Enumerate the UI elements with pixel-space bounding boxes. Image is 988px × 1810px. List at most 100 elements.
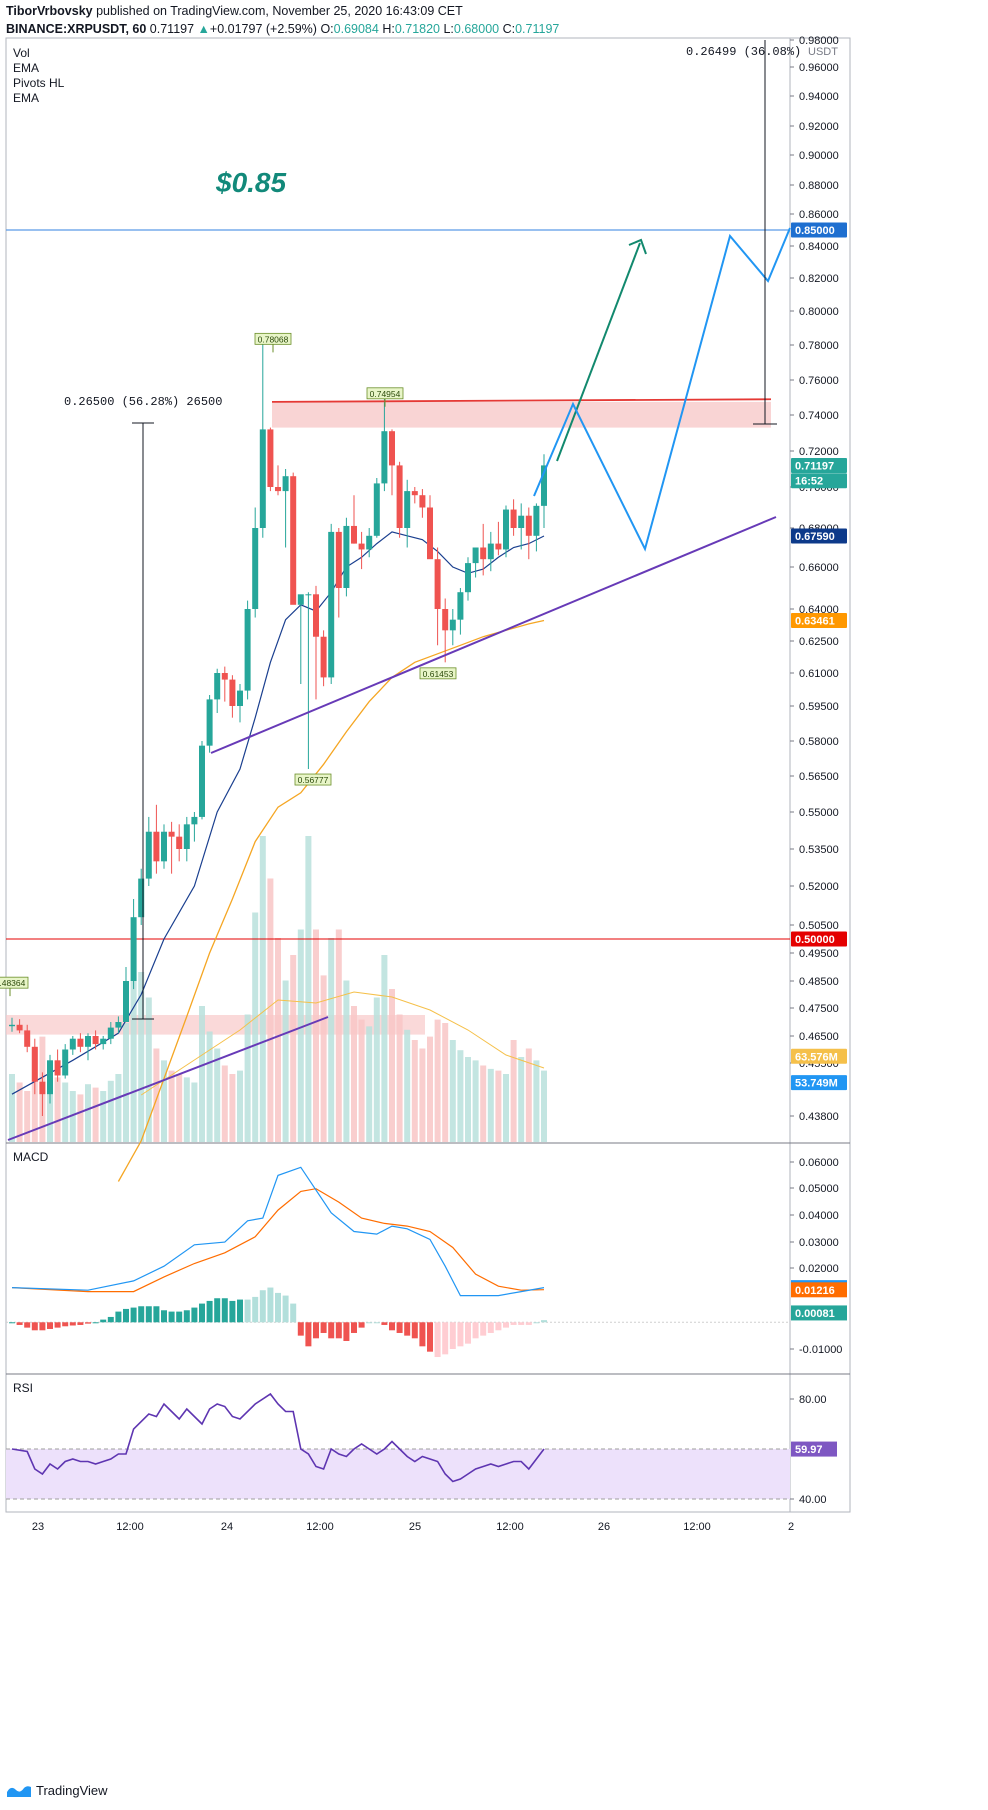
tradingview-logo-icon bbox=[7, 1786, 31, 1797]
volume-bar bbox=[381, 955, 388, 1142]
macd-histogram-bar bbox=[305, 1322, 312, 1347]
macd-histogram-bar bbox=[237, 1299, 243, 1323]
candle-body bbox=[221, 673, 228, 680]
price-axis-badge: 16:52 bbox=[791, 473, 847, 489]
price-tick-label: 0.76000 bbox=[799, 375, 839, 387]
price-tick-label: 0.62500 bbox=[799, 636, 839, 648]
support-trendline bbox=[210, 516, 777, 754]
price-tick-label: 0.72000 bbox=[799, 446, 839, 458]
candle-body bbox=[320, 636, 327, 678]
price-axis-badge-text: 0.50000 bbox=[795, 934, 835, 946]
price-tick-label: 0.90000 bbox=[799, 150, 839, 162]
macd-tick-label: 0.05000 bbox=[799, 1183, 839, 1195]
volume-bar bbox=[366, 1026, 373, 1142]
macd-histogram-bar bbox=[335, 1322, 342, 1339]
volume-bar bbox=[518, 1057, 525, 1142]
candle-body bbox=[39, 1081, 46, 1095]
macd-histogram-bar bbox=[9, 1322, 15, 1324]
macd-histogram-bar bbox=[487, 1322, 494, 1333]
low-value: 0.68000 bbox=[453, 22, 500, 36]
rsi-axis-badge bbox=[791, 1441, 837, 1457]
volume-ma-line bbox=[140, 991, 545, 1096]
macd-histogram-bar bbox=[69, 1322, 76, 1326]
candle-body bbox=[259, 429, 266, 528]
macd-histogram-bar bbox=[518, 1322, 525, 1325]
headline-price: $0.85 bbox=[215, 167, 286, 198]
volume-bar bbox=[107, 1080, 114, 1142]
volume-bar bbox=[16, 1082, 23, 1142]
pivot-label-high: 0.74954 bbox=[366, 387, 404, 407]
price-axis-badge-text: 0.85000 bbox=[795, 225, 835, 237]
candle-body bbox=[153, 831, 160, 862]
price-axis-badge: 53.749M bbox=[791, 1075, 847, 1091]
projection-blue-path bbox=[533, 227, 791, 552]
candle-body bbox=[313, 594, 319, 637]
candle-body bbox=[145, 831, 152, 879]
macd-histogram-bar bbox=[145, 1306, 152, 1323]
price-axis-badge-text: 0.67590 bbox=[795, 531, 835, 543]
volume-bar bbox=[457, 1050, 464, 1142]
macd-histogram-bar bbox=[199, 1303, 205, 1323]
candle-body bbox=[305, 594, 312, 596]
rsi-title: RSI bbox=[13, 1381, 33, 1395]
pivot-value: 0.56777 bbox=[298, 775, 329, 785]
candle-body bbox=[47, 1060, 53, 1095]
volume-bar bbox=[510, 1040, 517, 1142]
macd-histogram-bar bbox=[221, 1298, 228, 1323]
macd-histogram-bar bbox=[183, 1310, 190, 1323]
volume-bar bbox=[191, 1082, 198, 1142]
macd-histogram-bar bbox=[85, 1322, 91, 1324]
volume-bar bbox=[130, 980, 137, 1142]
macd-histogram-bar bbox=[396, 1322, 403, 1333]
macd-histogram-bar bbox=[442, 1322, 449, 1355]
rsi-line bbox=[11, 1392, 545, 1483]
candle-body bbox=[199, 745, 205, 817]
macd-histogram-bar bbox=[62, 1322, 69, 1327]
macd-histogram-bar bbox=[297, 1322, 304, 1336]
volume-bar bbox=[145, 997, 152, 1142]
price-axis-badge-text: 16:52 bbox=[795, 476, 823, 488]
macd-tick-label: 0.04000 bbox=[799, 1210, 839, 1222]
macd-histogram-bar bbox=[123, 1308, 129, 1323]
price-tick-label: 0.66000 bbox=[799, 562, 839, 574]
macd-histogram-bar bbox=[411, 1322, 418, 1339]
candle-body bbox=[381, 431, 388, 484]
candle-body bbox=[229, 679, 236, 706]
volume-bar bbox=[77, 1094, 84, 1142]
author-name[interactable]: TiborVrbovsky bbox=[6, 4, 93, 18]
candle-body bbox=[427, 507, 433, 560]
volume-bar bbox=[138, 972, 145, 1142]
candle-body bbox=[358, 543, 365, 550]
candle-body bbox=[503, 509, 509, 550]
price-change: +0.01797 (+2.59%) bbox=[209, 22, 317, 36]
volume-bar bbox=[183, 1077, 190, 1142]
price-tick-label: 0.53500 bbox=[799, 844, 839, 856]
volume-bar bbox=[85, 1084, 91, 1142]
pivot-label-high: 0.78068 bbox=[254, 332, 292, 353]
macd-histogram-bar bbox=[510, 1322, 517, 1325]
volume-bar bbox=[115, 1074, 122, 1142]
macd-tick-label: -0.01000 bbox=[799, 1344, 842, 1356]
legend-item-0: Vol bbox=[13, 46, 30, 60]
volume-bar bbox=[267, 878, 274, 1142]
symbol-label[interactable]: BINANCE:XRPUSDT, 60 bbox=[6, 22, 147, 36]
volume-bar bbox=[9, 1074, 15, 1142]
macd-histogram-bar bbox=[404, 1322, 411, 1336]
price-tick-label: 0.56500 bbox=[799, 771, 839, 783]
volume-bar bbox=[472, 1060, 479, 1142]
candle-body bbox=[442, 609, 449, 631]
rsi-band bbox=[6, 1449, 790, 1499]
candle-body bbox=[138, 878, 145, 918]
macd-histogram-bar bbox=[472, 1322, 479, 1339]
projection-arrow-icon bbox=[628, 238, 647, 255]
candle-body bbox=[123, 981, 129, 1022]
rsi-tick-label: 40.00 bbox=[799, 1494, 827, 1506]
volume-bar bbox=[153, 1048, 160, 1142]
macd-histogram-bar bbox=[381, 1322, 388, 1325]
candle-body bbox=[290, 476, 297, 605]
candle-body bbox=[373, 483, 380, 536]
price-tick-label: 0.59500 bbox=[799, 701, 839, 713]
price-tick-label: 0.55000 bbox=[799, 807, 839, 819]
macd-histogram-bar bbox=[100, 1319, 107, 1323]
